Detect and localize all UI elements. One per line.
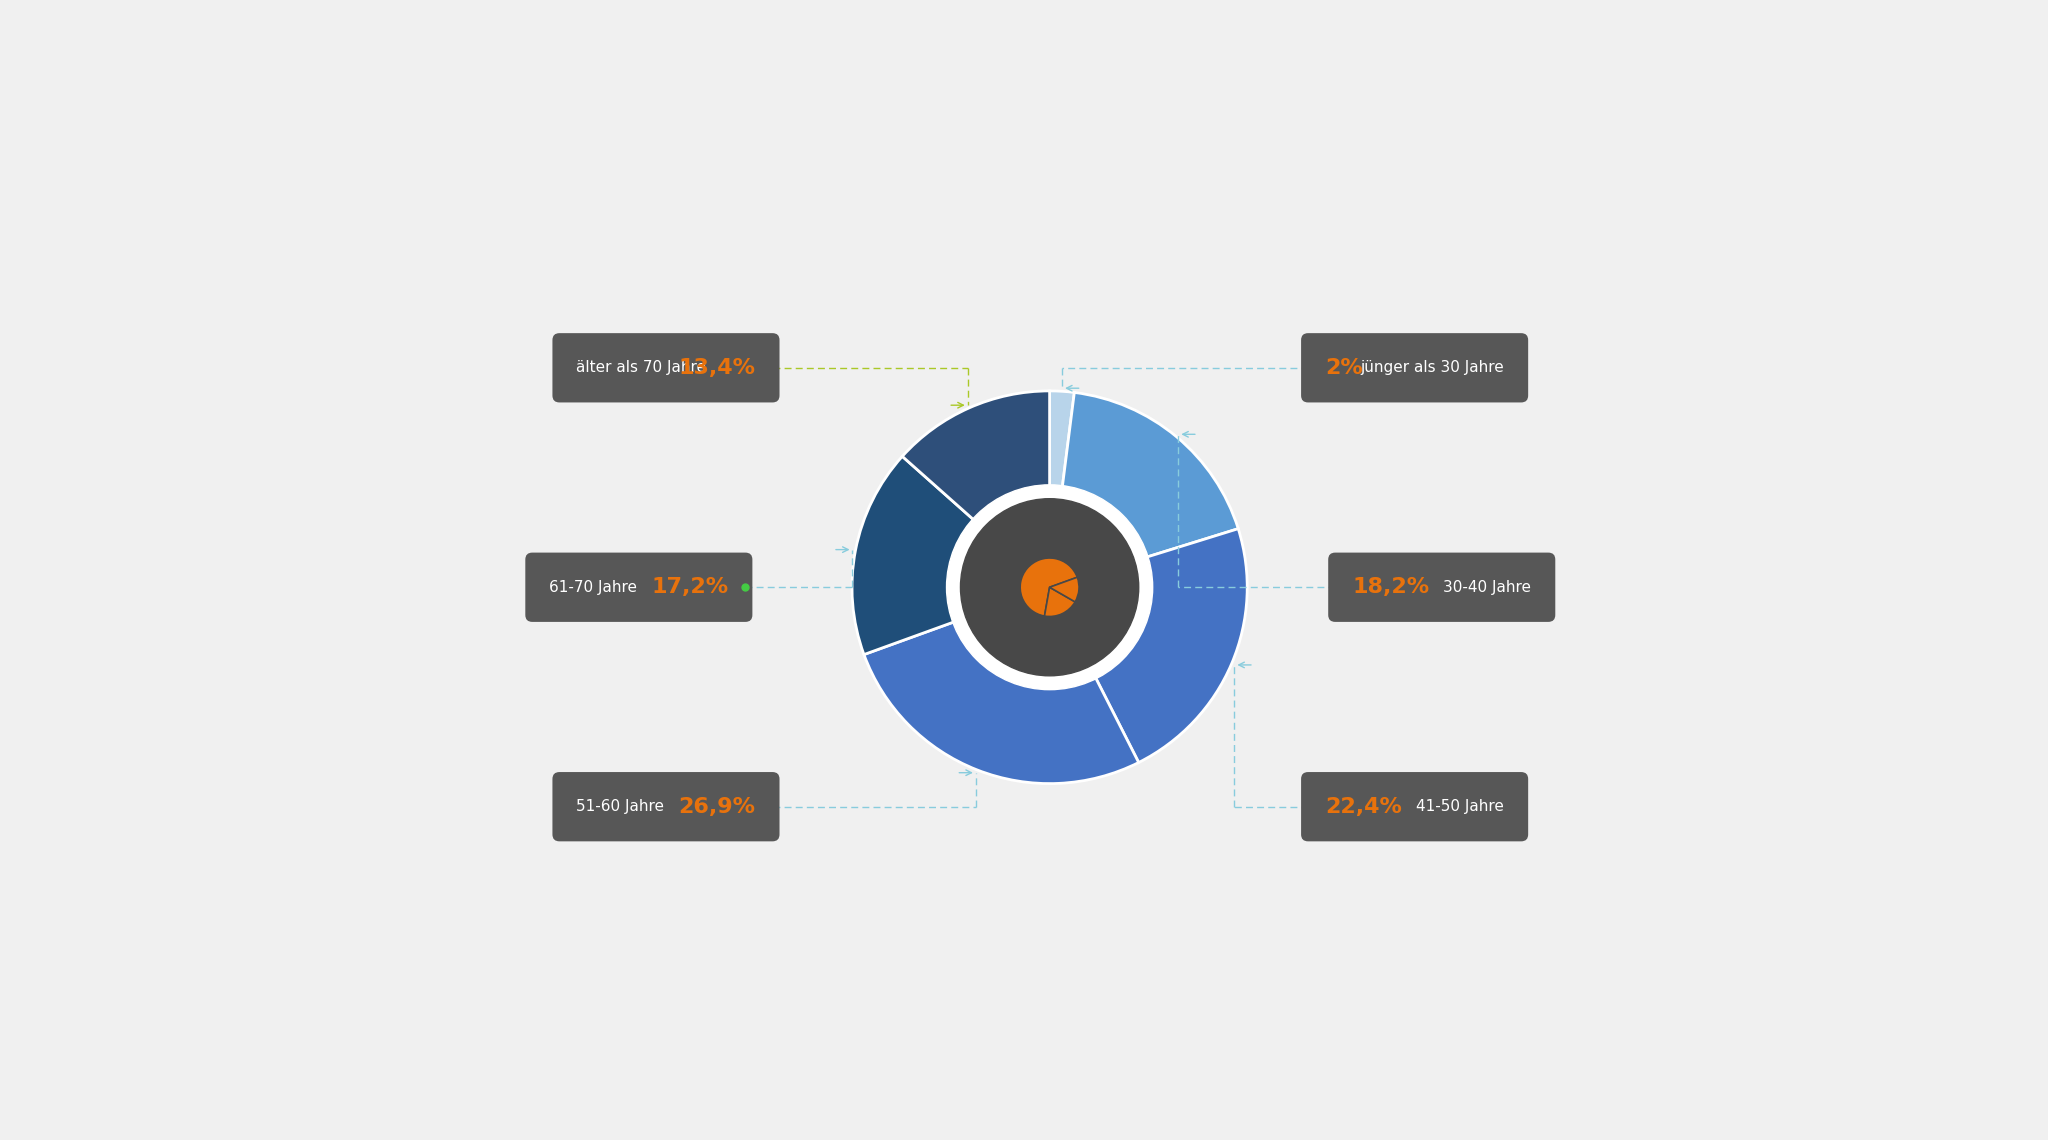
- Circle shape: [946, 484, 1153, 690]
- Text: 61-70 Jahre: 61-70 Jahre: [549, 580, 637, 595]
- Wedge shape: [1049, 391, 1075, 499]
- Text: älter als 70 Jahre: älter als 70 Jahre: [575, 360, 707, 375]
- Wedge shape: [852, 456, 983, 654]
- Wedge shape: [1020, 557, 1077, 616]
- FancyBboxPatch shape: [1329, 553, 1554, 622]
- FancyBboxPatch shape: [526, 553, 752, 622]
- Text: 13,4%: 13,4%: [678, 358, 756, 377]
- FancyBboxPatch shape: [1300, 333, 1528, 402]
- Text: 17,2%: 17,2%: [651, 577, 729, 597]
- Text: 22,4%: 22,4%: [1325, 797, 1403, 816]
- Wedge shape: [1090, 529, 1247, 763]
- Text: 18,2%: 18,2%: [1352, 577, 1430, 597]
- Wedge shape: [1061, 392, 1239, 561]
- FancyBboxPatch shape: [553, 772, 780, 841]
- Wedge shape: [1049, 577, 1079, 602]
- Text: 51-60 Jahre: 51-60 Jahre: [575, 799, 664, 814]
- Wedge shape: [864, 618, 1139, 783]
- Text: jünger als 30 Jahre: jünger als 30 Jahre: [1360, 360, 1503, 375]
- Circle shape: [961, 498, 1139, 676]
- Text: 41-50 Jahre: 41-50 Jahre: [1417, 799, 1503, 814]
- Text: 26,9%: 26,9%: [678, 797, 756, 816]
- FancyBboxPatch shape: [1300, 772, 1528, 841]
- Text: 30-40 Jahre: 30-40 Jahre: [1444, 580, 1532, 595]
- Text: 2%: 2%: [1325, 358, 1362, 377]
- FancyBboxPatch shape: [553, 333, 780, 402]
- Wedge shape: [903, 391, 1049, 528]
- Wedge shape: [1044, 587, 1075, 617]
